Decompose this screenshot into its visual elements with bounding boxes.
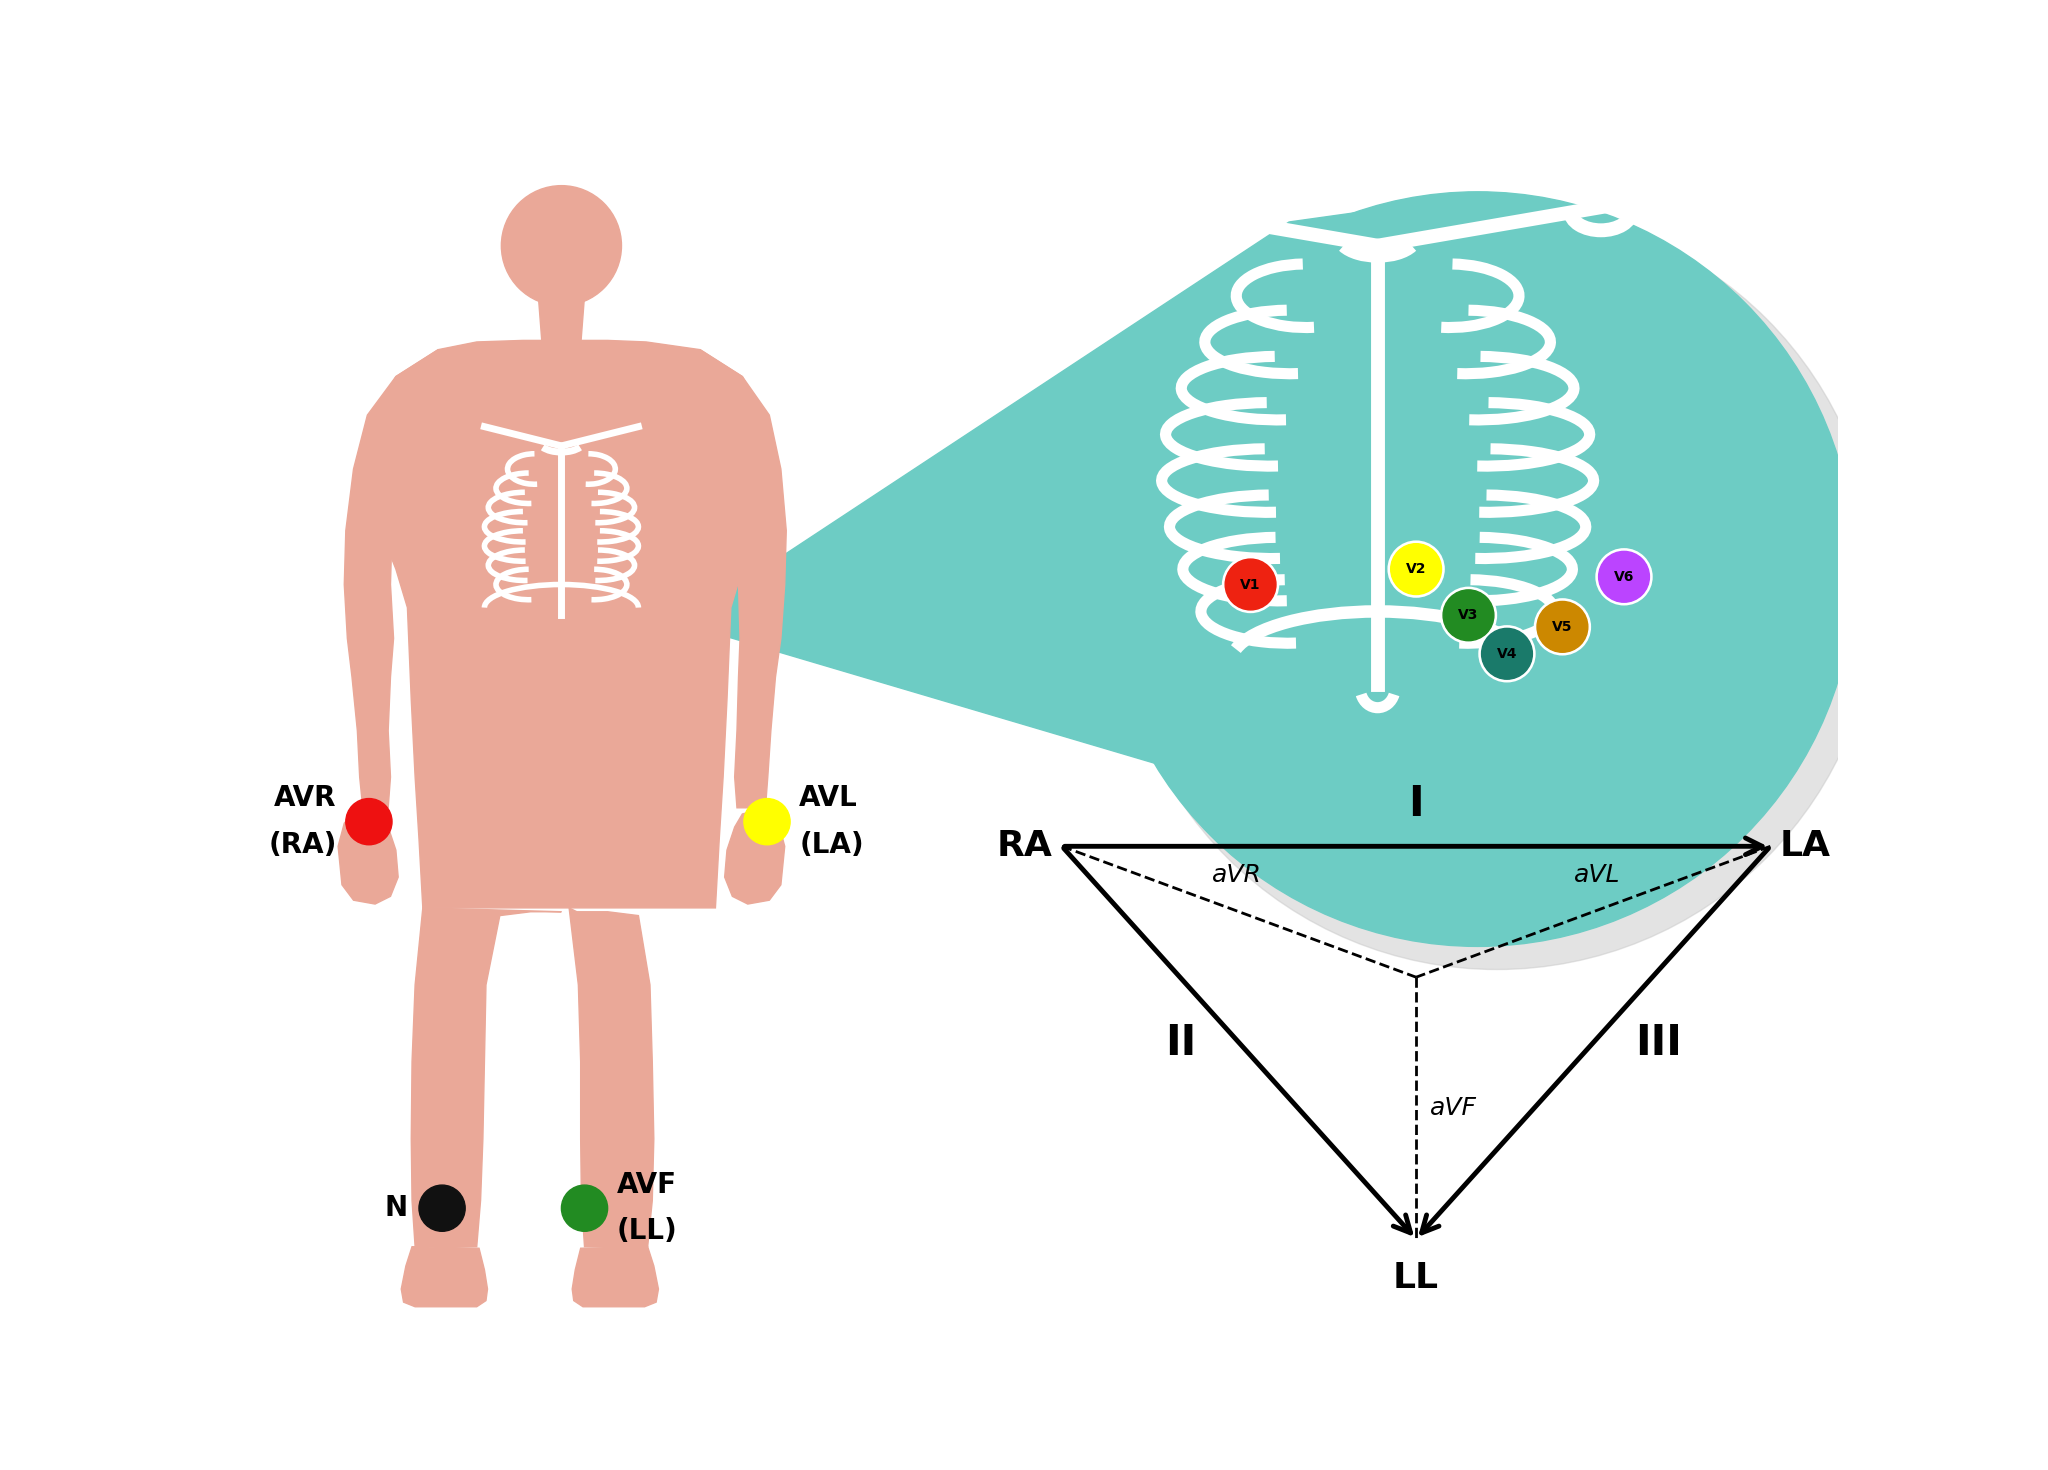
Text: V6: V6: [1614, 570, 1634, 584]
Text: aVF: aVF: [1430, 1097, 1477, 1120]
Text: (LL): (LL): [616, 1217, 678, 1245]
Text: V2: V2: [1405, 562, 1425, 576]
Text: V1: V1: [1241, 578, 1262, 591]
Circle shape: [346, 798, 391, 845]
Circle shape: [1225, 559, 1276, 610]
Polygon shape: [725, 809, 784, 904]
Text: III: III: [1636, 1022, 1683, 1064]
Text: V4: V4: [1497, 647, 1518, 662]
Text: V3: V3: [1458, 609, 1479, 622]
Polygon shape: [344, 350, 438, 808]
Text: (RA): (RA): [268, 831, 336, 858]
Text: LL: LL: [1393, 1261, 1440, 1295]
Polygon shape: [680, 196, 1479, 942]
Polygon shape: [571, 1247, 659, 1307]
Text: aVR: aVR: [1212, 863, 1262, 886]
Circle shape: [1444, 589, 1493, 641]
Circle shape: [1599, 551, 1649, 603]
Polygon shape: [401, 1247, 487, 1307]
Text: N: N: [385, 1194, 408, 1222]
Text: aVL: aVL: [1575, 863, 1620, 886]
Circle shape: [1116, 207, 1878, 970]
Text: AVF: AVF: [616, 1172, 676, 1200]
Circle shape: [1481, 628, 1532, 679]
Polygon shape: [373, 341, 766, 908]
Text: AVL: AVL: [799, 785, 858, 813]
Circle shape: [420, 1185, 465, 1232]
Circle shape: [502, 185, 621, 306]
Text: RA: RA: [997, 829, 1053, 863]
Circle shape: [1100, 191, 1855, 947]
Text: II: II: [1165, 1022, 1196, 1064]
Circle shape: [1391, 544, 1442, 594]
Circle shape: [1536, 601, 1587, 653]
Polygon shape: [569, 908, 653, 1247]
Polygon shape: [412, 908, 561, 1247]
Text: (LA): (LA): [799, 831, 864, 858]
Text: V5: V5: [1552, 620, 1573, 634]
Polygon shape: [539, 295, 584, 345]
Circle shape: [743, 798, 791, 845]
Text: LA: LA: [1780, 829, 1831, 863]
Text: I: I: [1409, 782, 1423, 825]
Polygon shape: [700, 350, 786, 808]
Text: AVR: AVR: [274, 785, 336, 813]
Circle shape: [561, 1185, 608, 1232]
Polygon shape: [338, 809, 397, 904]
